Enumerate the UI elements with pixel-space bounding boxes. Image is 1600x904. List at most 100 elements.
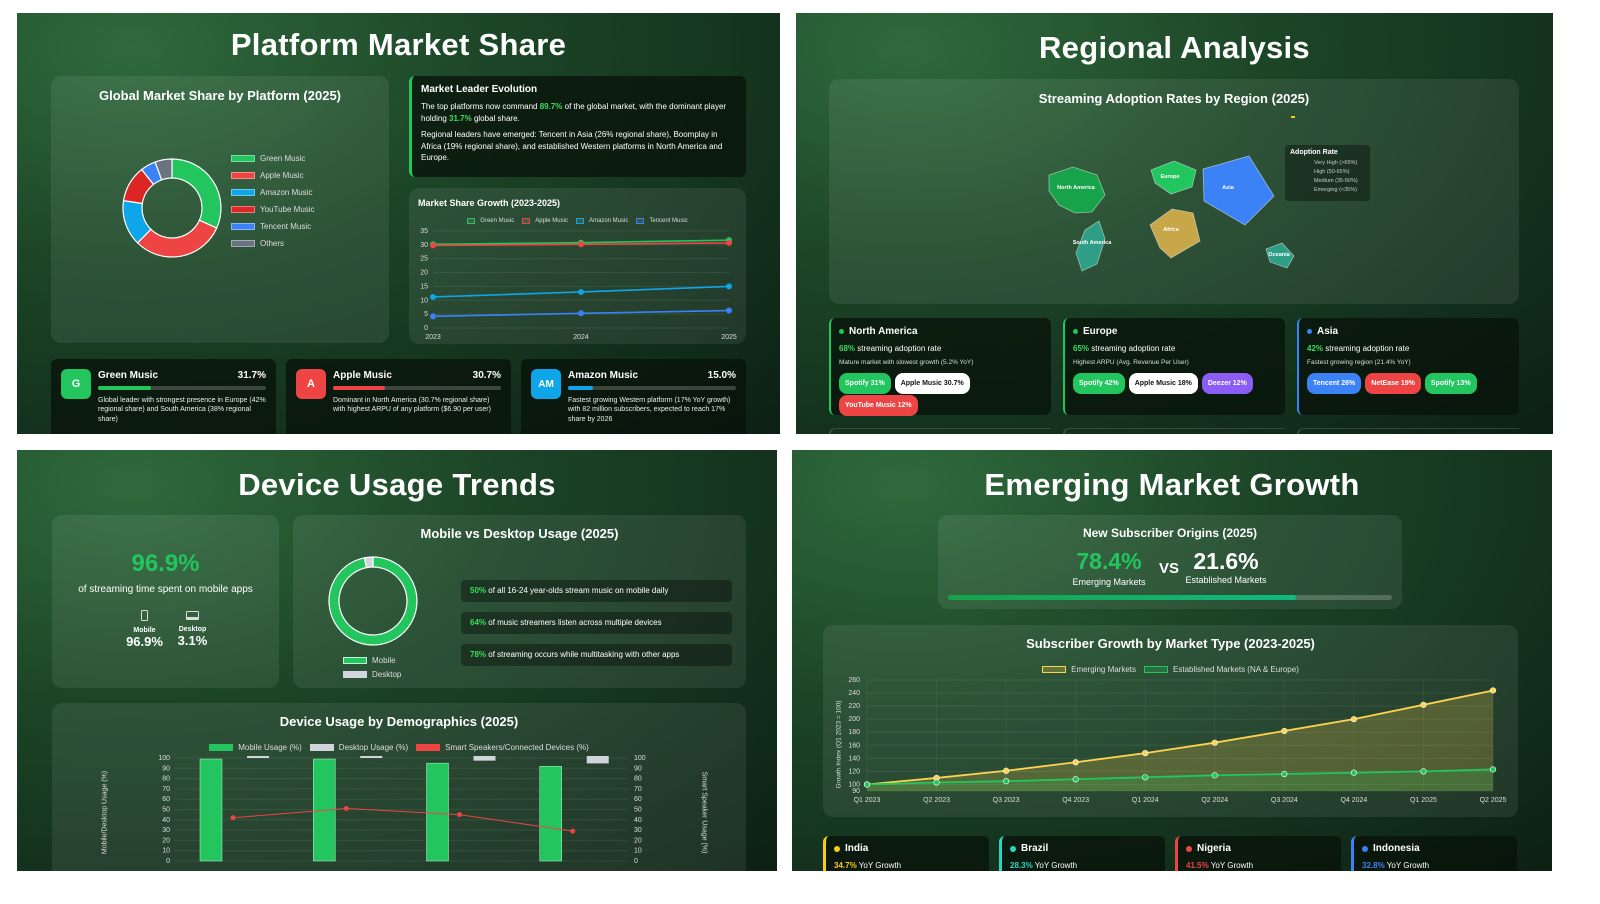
market-share-growth-card: Market Share Growth (2023-2025) Green Mu… <box>409 188 746 344</box>
growth-pct: 32.8% <box>1362 861 1385 870</box>
legend-swatch <box>636 218 645 224</box>
country-dot-icon <box>1362 845 1368 852</box>
y-tick-left: 100 <box>158 755 170 762</box>
country-dot-icon <box>1010 845 1016 852</box>
growth-legend: Green Music Apple Music Amazon Music Tencen… <box>409 218 746 224</box>
region-card: North America 68% streaming adoption rate… <box>829 318 1051 416</box>
growth-legend: Emerging Markets Established Markets (NA… <box>823 665 1518 674</box>
slide-title: Platform Market Share <box>230 27 567 62</box>
country-card: Nigeria 41.5% YoY Growth <box>1175 836 1341 871</box>
region-card-partial <box>1297 428 1519 434</box>
platform-share: 30.7% <box>472 370 501 381</box>
device-fact: 78% of streaming occurs while multitaski… <box>461 644 732 666</box>
subscriber-growth-card: Subscriber Growth by Market Type (2023-2… <box>823 625 1518 817</box>
established-pct: 21.6% <box>1193 548 1259 574</box>
legend-swatch <box>343 671 367 678</box>
country-growth: 32.8% YoY Growth <box>1362 861 1509 870</box>
donut-slice <box>136 219 218 258</box>
country-title: Indonesia <box>1362 843 1509 854</box>
growth-pct: 28.3% <box>1010 861 1033 870</box>
growth-label: YoY Growth <box>856 861 902 870</box>
legend-desktop-usage: Desktop Usage (%) <box>309 743 408 752</box>
donut-legend: Green Music Apple Music Amazon Music YouTub… <box>231 154 315 256</box>
x-tick-label: Q1 2025 <box>1410 797 1437 804</box>
data-point <box>1003 767 1010 774</box>
data-point <box>578 241 584 248</box>
platform-pill: Apple Music 30.7% <box>894 373 970 394</box>
region-name: Europe <box>1083 326 1118 337</box>
y-tick-label: 120 <box>848 768 860 775</box>
adoption-pct: 42% <box>1307 344 1324 353</box>
platform-description: Fastest growing Western platform (17% Yo… <box>568 397 731 423</box>
legend-label: Apple Music <box>260 171 304 180</box>
data-point <box>1281 770 1288 778</box>
region-label: Europe <box>1161 174 1180 180</box>
mobile-desktop-chart-title: Mobile vs Desktop Usage (2025) <box>420 526 619 541</box>
established-stat: 21.6% Established Markets <box>1180 548 1272 585</box>
region-card-title: Europe <box>1073 326 1277 337</box>
growth-label: YoY Growth <box>1384 861 1430 870</box>
growth-label: YoY Growth <box>1208 861 1254 870</box>
donut-slice <box>171 158 222 229</box>
country-dot-icon <box>834 845 840 852</box>
adoption-rate: 65% streaming adoption rate <box>1073 344 1277 353</box>
platform-market-share-slide: Platform Market Share Global Market Shar… <box>17 13 780 434</box>
region-label: South America <box>1073 240 1113 246</box>
desktop-usage-bar <box>360 756 383 758</box>
y-tick-label: 30 <box>420 242 428 249</box>
legend-item: Apple Music <box>522 218 568 224</box>
platform-card: A Apple Music 30.7% Dominant in North Ameri… <box>286 359 511 434</box>
data-point <box>1072 759 1079 766</box>
x-tick-label: 2023 <box>425 334 441 341</box>
leader-paragraph-1: The top platforms now command 89.7% of t… <box>421 102 727 123</box>
legend-swatch <box>231 189 255 196</box>
donut-slice <box>363 556 374 569</box>
country-name: Nigeria <box>1197 843 1231 854</box>
adoption-legend-item: Very High (>65%) <box>1314 160 1358 166</box>
country-title: Nigeria <box>1186 843 1333 854</box>
x-tick-label: Q1 2023 <box>854 797 881 804</box>
y-tick-label: 160 <box>848 742 860 749</box>
legend-swatch <box>343 657 367 664</box>
legend-label: YouTube Music <box>260 205 315 214</box>
legend-label: Desktop <box>372 670 402 679</box>
country-dot-icon <box>1186 845 1192 852</box>
y-tick-left: 50 <box>162 807 170 814</box>
demographics-card: Device Usage by Demographics (2025) Mobi… <box>52 703 746 871</box>
legend-item: Tencent Music <box>231 222 315 231</box>
subscriber-origins-card: New Subscriber Origins (2025) 78.4% Emer… <box>938 515 1402 609</box>
data-point <box>1489 687 1497 694</box>
legend-swatch <box>231 172 255 179</box>
x-tick-label: Q2 2023 <box>923 797 950 804</box>
legend-label: Emerging Markets <box>1071 665 1137 674</box>
platform-pills: Spotify 31% Apple Music 30.7%YouTube Musi… <box>839 372 1043 416</box>
y-tick-label: 25 <box>420 256 428 263</box>
country-growth: 28.3% YoY Growth <box>1010 861 1157 870</box>
region-label: North America <box>1057 185 1096 191</box>
legend-label: Tencent Music <box>649 218 688 224</box>
y-tick-left: 80 <box>162 776 170 783</box>
country-name: Brazil <box>1021 843 1049 854</box>
y-tick-label: 90 <box>852 788 860 795</box>
data-point <box>1211 739 1218 746</box>
donut-slice <box>328 556 418 646</box>
legend-swatch <box>416 744 441 751</box>
desktop-usage-bar <box>247 756 269 758</box>
legend-label: Apple Music <box>535 218 568 224</box>
legend-emerging: Emerging Markets <box>1042 665 1136 674</box>
y-tick-label: 10 <box>420 297 428 304</box>
data-point <box>1281 727 1288 735</box>
adoption-legend-item: Medium (35-50%) <box>1314 178 1358 184</box>
x-tick-label: Q4 2024 <box>1340 797 1367 804</box>
adoption-rate: 42% streaming adoption rate <box>1307 344 1511 353</box>
adoption-text: streaming adoption rate <box>855 344 942 353</box>
desktop-label: Desktop <box>178 626 207 633</box>
y-tick-label: 0 <box>424 325 428 332</box>
platform-pill: Spotify 13% <box>1424 373 1477 394</box>
device-usage-trends-slide: Device Usage Trends 96.9% of streaming t… <box>17 450 777 871</box>
region-card-partial <box>1063 428 1285 434</box>
data-point <box>933 779 940 786</box>
region-label: Asia <box>1222 185 1235 191</box>
mobile-share-value: 96.9% <box>131 550 200 577</box>
